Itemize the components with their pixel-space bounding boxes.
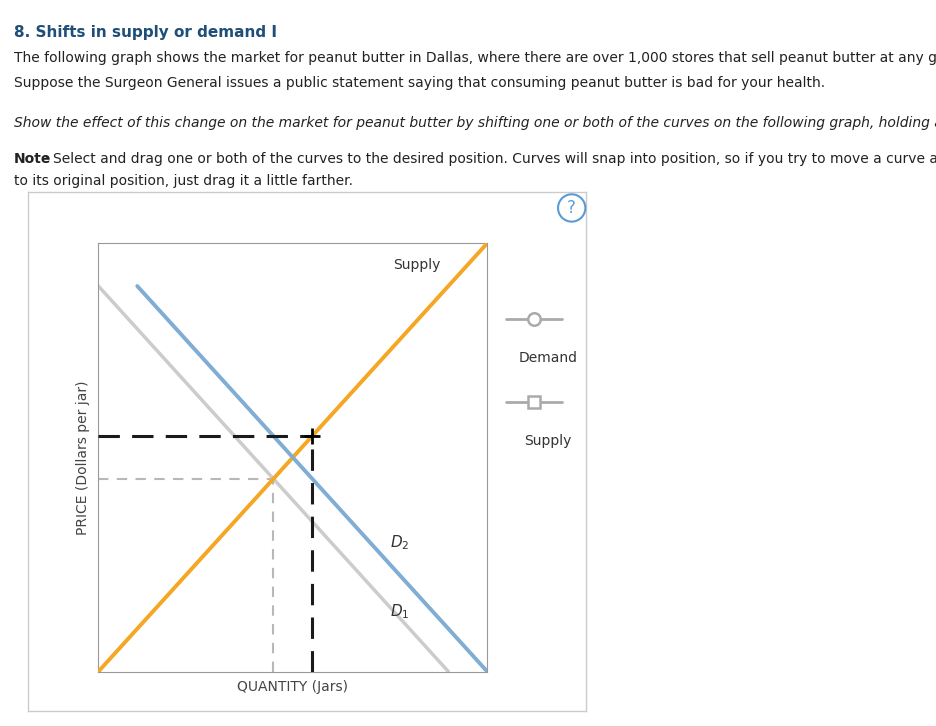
Text: Demand: Demand — [519, 351, 577, 365]
Text: ?: ? — [566, 199, 576, 217]
Text: $D_1$: $D_1$ — [389, 603, 409, 621]
Text: Show the effect of this change on the market for peanut butter by shifting one o: Show the effect of this change on the ma… — [14, 116, 936, 130]
Text: Supply: Supply — [393, 258, 441, 272]
Y-axis label: PRICE (Dollars per jar): PRICE (Dollars per jar) — [76, 380, 90, 534]
Text: The following graph shows the market for peanut butter in Dallas, where there ar: The following graph shows the market for… — [14, 51, 936, 65]
Text: Supply: Supply — [524, 434, 571, 448]
Text: : Select and drag one or both of the curves to the desired position. Curves will: : Select and drag one or both of the cur… — [44, 152, 936, 166]
Text: Suppose the Surgeon General issues a public statement saying that consuming pean: Suppose the Surgeon General issues a pub… — [14, 76, 825, 90]
Text: 8. Shifts in supply or demand I: 8. Shifts in supply or demand I — [14, 25, 277, 40]
X-axis label: QUANTITY (Jars): QUANTITY (Jars) — [237, 680, 348, 694]
Text: to its original position, just drag it a little farther.: to its original position, just drag it a… — [14, 174, 353, 188]
Text: Note: Note — [14, 152, 51, 166]
Text: $D_2$: $D_2$ — [389, 534, 409, 552]
